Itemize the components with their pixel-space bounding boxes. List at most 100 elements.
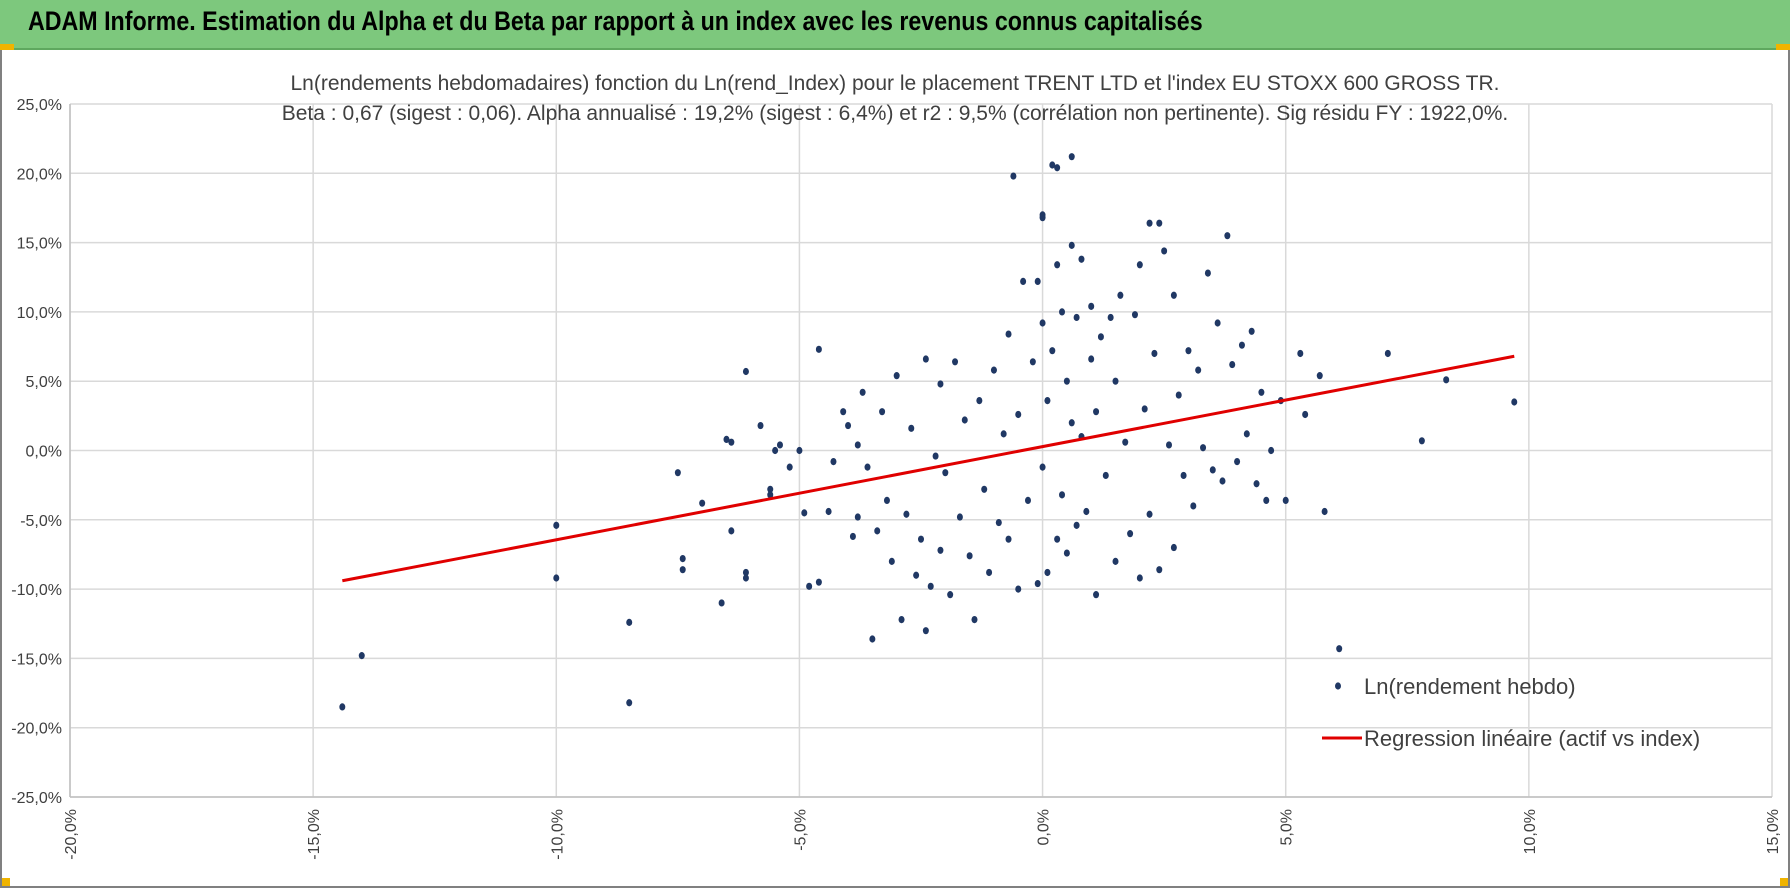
data-point <box>976 397 983 405</box>
data-point <box>986 568 993 577</box>
y-tick-label: -15,0% <box>11 651 62 668</box>
data-point <box>786 463 793 471</box>
data-point <box>776 441 783 449</box>
data-point <box>1263 496 1270 504</box>
chart-title: Ln(rendements hebdomadaires) fonction du… <box>290 72 1499 95</box>
data-point <box>922 627 929 635</box>
data-point <box>903 510 910 518</box>
data-point <box>1039 211 1046 219</box>
data-point <box>1209 466 1216 474</box>
data-point <box>1063 549 1070 557</box>
data-point <box>1170 291 1177 299</box>
scatter-chart: 25,0% 20,0% 15,0% 10,0% 5,0% 0,0% -5,0% -10,0% -… <box>11 72 1782 860</box>
data-point <box>893 372 900 380</box>
page-title: ADAM Informe. Estimation du Alpha et du … <box>28 6 1203 36</box>
data-point <box>1044 568 1051 577</box>
data-point <box>1049 161 1056 169</box>
y-tick-label: -5,0% <box>20 513 62 530</box>
corner-marker-bottom-left <box>2 878 10 886</box>
scatter-points <box>339 153 1518 711</box>
data-point <box>1224 232 1231 240</box>
data-point <box>1034 579 1041 588</box>
data-point <box>888 557 895 565</box>
data-point <box>1117 291 1124 299</box>
data-point <box>1156 566 1163 574</box>
data-point <box>1384 349 1391 358</box>
data-point <box>815 578 822 586</box>
data-point <box>1161 247 1168 255</box>
data-point <box>1000 430 1007 438</box>
data-point <box>1248 327 1255 335</box>
data-point <box>937 546 944 554</box>
data-point <box>626 699 633 707</box>
data-point <box>1073 521 1080 529</box>
data-point <box>840 408 847 416</box>
y-tick-label: 0,0% <box>26 444 62 461</box>
data-point <box>728 438 735 446</box>
data-point <box>1214 319 1221 327</box>
header-bar: ADAM Informe. Estimation du Alpha et du … <box>0 0 1790 50</box>
data-point <box>1282 496 1289 504</box>
data-point <box>942 469 949 477</box>
data-point <box>1039 463 1046 471</box>
y-tick-label: 5,0% <box>26 374 62 391</box>
data-point <box>1268 446 1275 455</box>
data-point <box>553 574 560 582</box>
data-point <box>1297 349 1304 358</box>
y-tick-label: 10,0% <box>17 305 62 322</box>
data-point <box>742 367 749 376</box>
data-point <box>908 424 915 432</box>
data-point <box>981 485 988 493</box>
data-point <box>1258 388 1265 396</box>
data-point <box>1068 419 1075 427</box>
data-point <box>883 496 890 504</box>
y-tick-label: 25,0% <box>17 97 62 114</box>
data-point <box>927 582 934 590</box>
data-point <box>849 532 856 541</box>
data-point <box>1190 502 1197 510</box>
data-point <box>918 535 924 543</box>
data-point <box>1200 444 1207 452</box>
data-point <box>854 441 861 449</box>
corner-marker-left <box>0 44 14 50</box>
data-point <box>553 521 560 529</box>
data-point <box>796 446 803 455</box>
data-point <box>1127 530 1134 538</box>
corner-marker-bottom-right <box>1780 878 1788 886</box>
data-point <box>1059 308 1066 316</box>
y-tick-label: 20,0% <box>17 166 62 183</box>
x-tick-label: 15,0% <box>1765 809 1782 854</box>
data-point <box>922 355 929 363</box>
data-point <box>742 574 749 582</box>
y-tick-label: -20,0% <box>11 721 62 738</box>
data-point <box>956 513 963 521</box>
x-tick-label: -10,0% <box>549 809 566 860</box>
data-point <box>1321 507 1328 516</box>
chart-frame: 25,0% 20,0% 15,0% 10,0% 5,0% 0,0% -5,0% -10,0% -… <box>0 50 1790 888</box>
regression-line-group <box>342 354 1515 583</box>
data-point <box>1316 372 1323 380</box>
data-point <box>1511 398 1518 406</box>
data-point <box>1112 557 1119 565</box>
data-point <box>1102 471 1109 480</box>
x-tick-label: 10,0% <box>1522 809 1539 854</box>
legend-point-marker <box>1335 682 1341 690</box>
data-point <box>699 499 706 507</box>
data-point <box>679 555 686 563</box>
data-point <box>1078 255 1085 263</box>
data-point <box>825 507 832 516</box>
data-point <box>1044 397 1051 405</box>
data-point <box>1238 341 1245 349</box>
data-point <box>1122 438 1129 446</box>
y-tick-label: -25,0% <box>11 790 62 807</box>
data-point <box>869 635 876 643</box>
data-point <box>1107 313 1114 322</box>
data-point <box>1005 330 1012 338</box>
data-point <box>864 463 871 471</box>
data-point <box>801 509 808 517</box>
data-point <box>1243 430 1250 438</box>
data-point <box>757 421 764 430</box>
data-point <box>1302 410 1309 419</box>
regression-line <box>342 354 1515 583</box>
chart-subtitle: Beta : 0,67 (sigest : 0,06). Alpha annua… <box>282 102 1508 125</box>
